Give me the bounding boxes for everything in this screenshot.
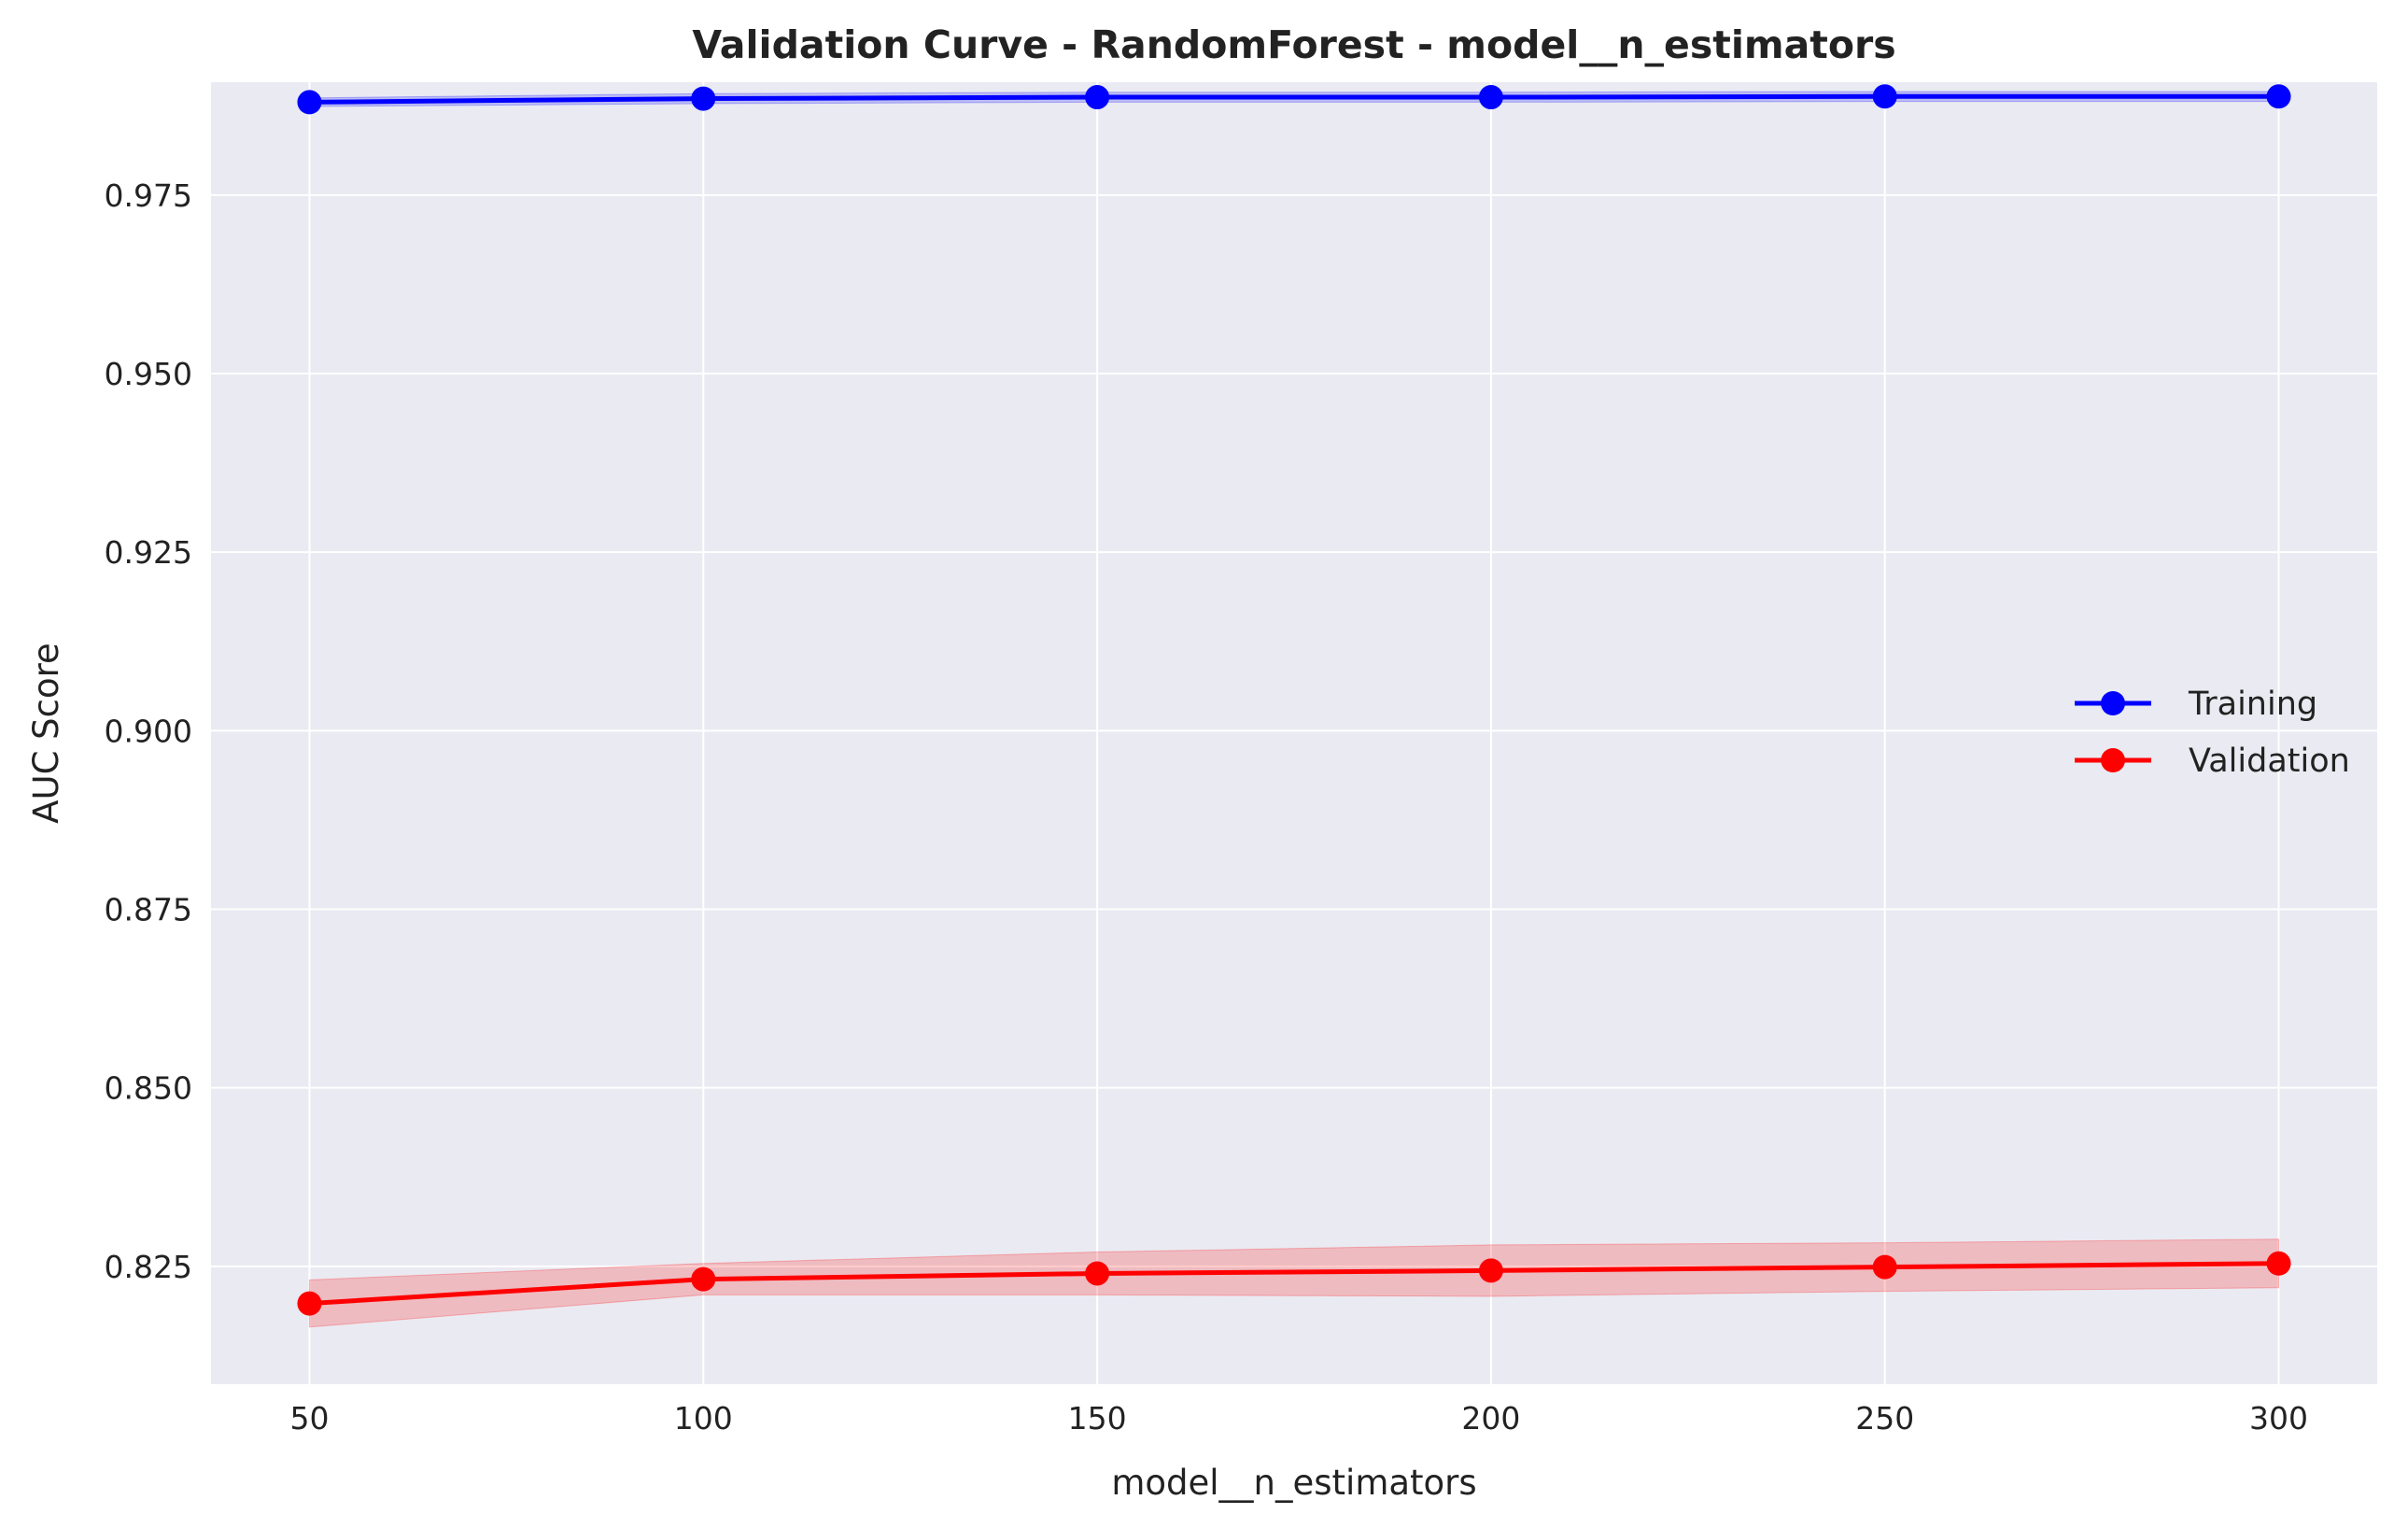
x-tick-label: 200	[1461, 1400, 1520, 1436]
y-tick-label: 0.925	[105, 534, 192, 571]
y-tick-label: 0.850	[105, 1070, 192, 1107]
validation-point	[2266, 1251, 2291, 1276]
legend-training-marker	[2101, 691, 2125, 715]
y-tick-label: 0.950	[105, 356, 192, 392]
validation-confidence-band	[308, 1238, 2280, 1328]
training-point	[297, 90, 322, 115]
x-tick-label: 100	[674, 1400, 733, 1436]
training-point	[691, 86, 716, 111]
legend-validation-marker	[2101, 748, 2125, 772]
tick-labels: 50 100 150 200 250 300 0.825 0.850 0.875 0.900 0.9…	[105, 177, 2309, 1436]
legend-training-label: Training	[2188, 686, 2317, 723]
plot-area	[211, 82, 2377, 1384]
validation-point	[1478, 1258, 1503, 1283]
y-tick-label: 0.975	[105, 177, 192, 214]
x-axis-label: model__n_estimators	[1111, 1463, 1476, 1503]
training-point	[2266, 84, 2291, 109]
legend-validation-label: Validation	[2189, 743, 2350, 780]
series-markers	[297, 84, 2291, 1316]
y-tick-label: 0.825	[105, 1249, 192, 1285]
training-line	[309, 93, 2279, 105]
legend: Training Validation	[2075, 686, 2350, 780]
validation-point	[1085, 1261, 1110, 1286]
training-point	[1085, 85, 1110, 110]
y-axis-label: AUC Score	[26, 643, 66, 824]
x-tick-label: 50	[289, 1400, 329, 1436]
validation-point	[1872, 1254, 1897, 1280]
y-tick-label: 0.875	[105, 891, 192, 927]
validation-point	[691, 1266, 716, 1292]
x-tick-label: 300	[2249, 1400, 2308, 1436]
training-point	[1478, 85, 1503, 110]
y-tick-label: 0.900	[105, 713, 192, 749]
validation-line	[309, 1261, 2279, 1307]
x-tick-label: 150	[1068, 1400, 1127, 1436]
chart-title: Validation Curve - RandomForest - model_…	[692, 22, 1895, 67]
training-point	[1872, 84, 1897, 109]
series-lines	[309, 93, 2279, 1307]
x-tick-label: 250	[1855, 1400, 1914, 1436]
validation-point	[297, 1291, 322, 1316]
